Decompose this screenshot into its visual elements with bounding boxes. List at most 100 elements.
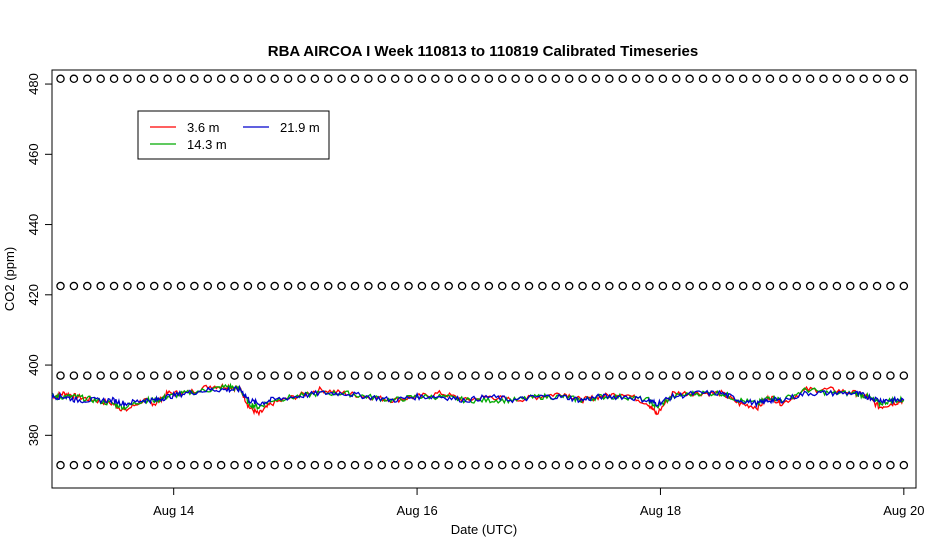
calibration-point (779, 281, 788, 291)
calibration-point (216, 371, 226, 380)
calibration-point (390, 281, 400, 291)
calibration-point (645, 371, 654, 380)
calibration-point (270, 74, 279, 84)
calibration-point (56, 371, 65, 380)
calibration-point (685, 74, 694, 84)
calibration-point (511, 281, 520, 291)
calibration-point (123, 281, 132, 291)
calibration-point (283, 281, 293, 291)
calibration-point (136, 74, 146, 84)
calibration-point (779, 371, 788, 380)
calibration-point (136, 281, 146, 291)
calibration-point (524, 371, 534, 380)
calibration-point (564, 460, 574, 470)
calibration-point (605, 281, 614, 291)
calibration-point (444, 74, 453, 84)
calibration-point (457, 74, 467, 84)
calibration-point (538, 281, 547, 291)
calibration-point (846, 460, 855, 470)
calibration-point (832, 460, 842, 470)
calibration-point (645, 460, 654, 470)
calibration-point (538, 371, 547, 380)
calibration-point (712, 460, 721, 470)
calibration-point (792, 460, 801, 470)
calibration-point (752, 371, 761, 380)
calibration-point (56, 460, 65, 470)
x-tick-label: Aug 20 (883, 503, 924, 518)
calibration-point (645, 74, 654, 84)
calibration-point (859, 281, 868, 291)
calibration-point (752, 74, 761, 84)
y-tick-label: 440 (26, 214, 41, 236)
calibration-point (417, 460, 427, 470)
data-series (51, 382, 905, 417)
chart-title: RBA AIRCOA I Week 110813 to 110819 Calib… (268, 43, 699, 60)
calibration-point (564, 371, 574, 380)
calibration-point (149, 281, 159, 291)
calibration-point (243, 74, 253, 84)
calibration-point (725, 74, 735, 84)
calibration-point (69, 371, 79, 380)
calibration-point (390, 74, 400, 84)
calibration-point (109, 371, 119, 380)
calibration-point (444, 281, 453, 291)
calibration-point (96, 74, 105, 84)
calibration-point (832, 281, 842, 291)
calibration-point (551, 460, 561, 470)
legend: 3.6 m 14.3 m 21.9 m (137, 110, 330, 160)
calibration-point (270, 460, 279, 470)
calibration-point (765, 281, 775, 291)
calibration-point (257, 281, 266, 291)
calibration-point (779, 74, 788, 84)
calibration-point (738, 371, 748, 380)
calibration-point (752, 460, 761, 470)
calibration-point (283, 74, 293, 84)
calibration-point (417, 281, 427, 291)
calibration-point (471, 460, 480, 470)
calibration-point (176, 460, 186, 470)
calibration-point (83, 460, 92, 470)
calibration-point (725, 371, 735, 380)
calibration-point (149, 74, 159, 84)
calibration-point (123, 74, 132, 84)
calibration-point (310, 74, 320, 84)
calibration-point (176, 74, 186, 84)
calibration-point (69, 74, 79, 84)
calibration-point (752, 281, 761, 291)
calibration-point (216, 460, 226, 470)
calibration-point (551, 371, 561, 380)
calibration-point (257, 74, 266, 84)
calibration-point (283, 371, 293, 380)
legend-label: 14.3 m (187, 137, 227, 152)
calibration-point (417, 371, 427, 380)
calibration-point (230, 371, 239, 380)
calibration-point (511, 371, 520, 380)
calibration-point (404, 460, 413, 470)
calibration-point (591, 371, 601, 380)
x-tick-label: Aug 16 (396, 503, 437, 518)
legend-label: 21.9 m (280, 120, 320, 135)
calibration-point (886, 371, 895, 380)
calibration-point (872, 74, 882, 84)
calibration-point (431, 460, 440, 470)
calibration-point (658, 281, 668, 291)
calibration-point (390, 371, 400, 380)
y-tick-label: 400 (26, 354, 41, 376)
calibration-point (524, 74, 534, 84)
calibration-point (498, 460, 507, 470)
calibration-point (230, 460, 239, 470)
calibration-point (618, 281, 627, 291)
calibration-point (672, 460, 681, 470)
calibration-point (511, 460, 520, 470)
calibration-point (846, 371, 855, 380)
calibration-point (350, 74, 360, 84)
calibration-point (56, 74, 65, 84)
calibration-point (377, 281, 387, 291)
calibration-point (886, 281, 895, 291)
calibration-point (257, 460, 266, 470)
calibration-point (56, 281, 65, 291)
calibration-point (551, 74, 561, 84)
calibration-point (243, 460, 253, 470)
calibration-point (364, 74, 373, 84)
